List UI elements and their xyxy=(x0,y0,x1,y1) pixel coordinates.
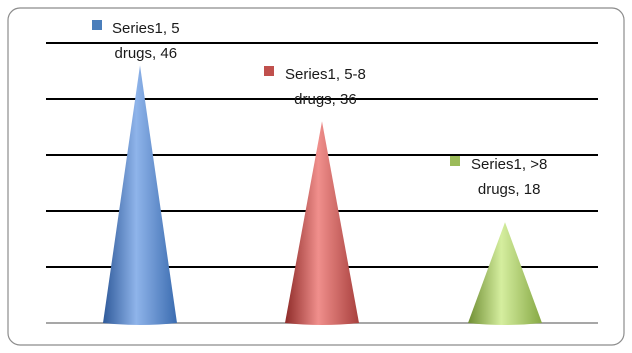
data-label: drugs, 46 xyxy=(115,45,178,62)
data-label-key xyxy=(92,20,102,30)
data-label: Series1, >8 xyxy=(471,156,547,173)
data-label: drugs, 18 xyxy=(478,181,541,198)
cone-bar xyxy=(103,65,177,326)
data-label-key xyxy=(264,66,274,76)
data-label-key xyxy=(450,156,460,166)
cone-bar xyxy=(468,222,542,325)
data-label: drugs, 36 xyxy=(294,91,357,108)
data-label: Series1, 5 xyxy=(112,20,180,37)
cone-bar xyxy=(285,121,359,326)
data-label: Series1, 5-8 xyxy=(285,66,366,83)
